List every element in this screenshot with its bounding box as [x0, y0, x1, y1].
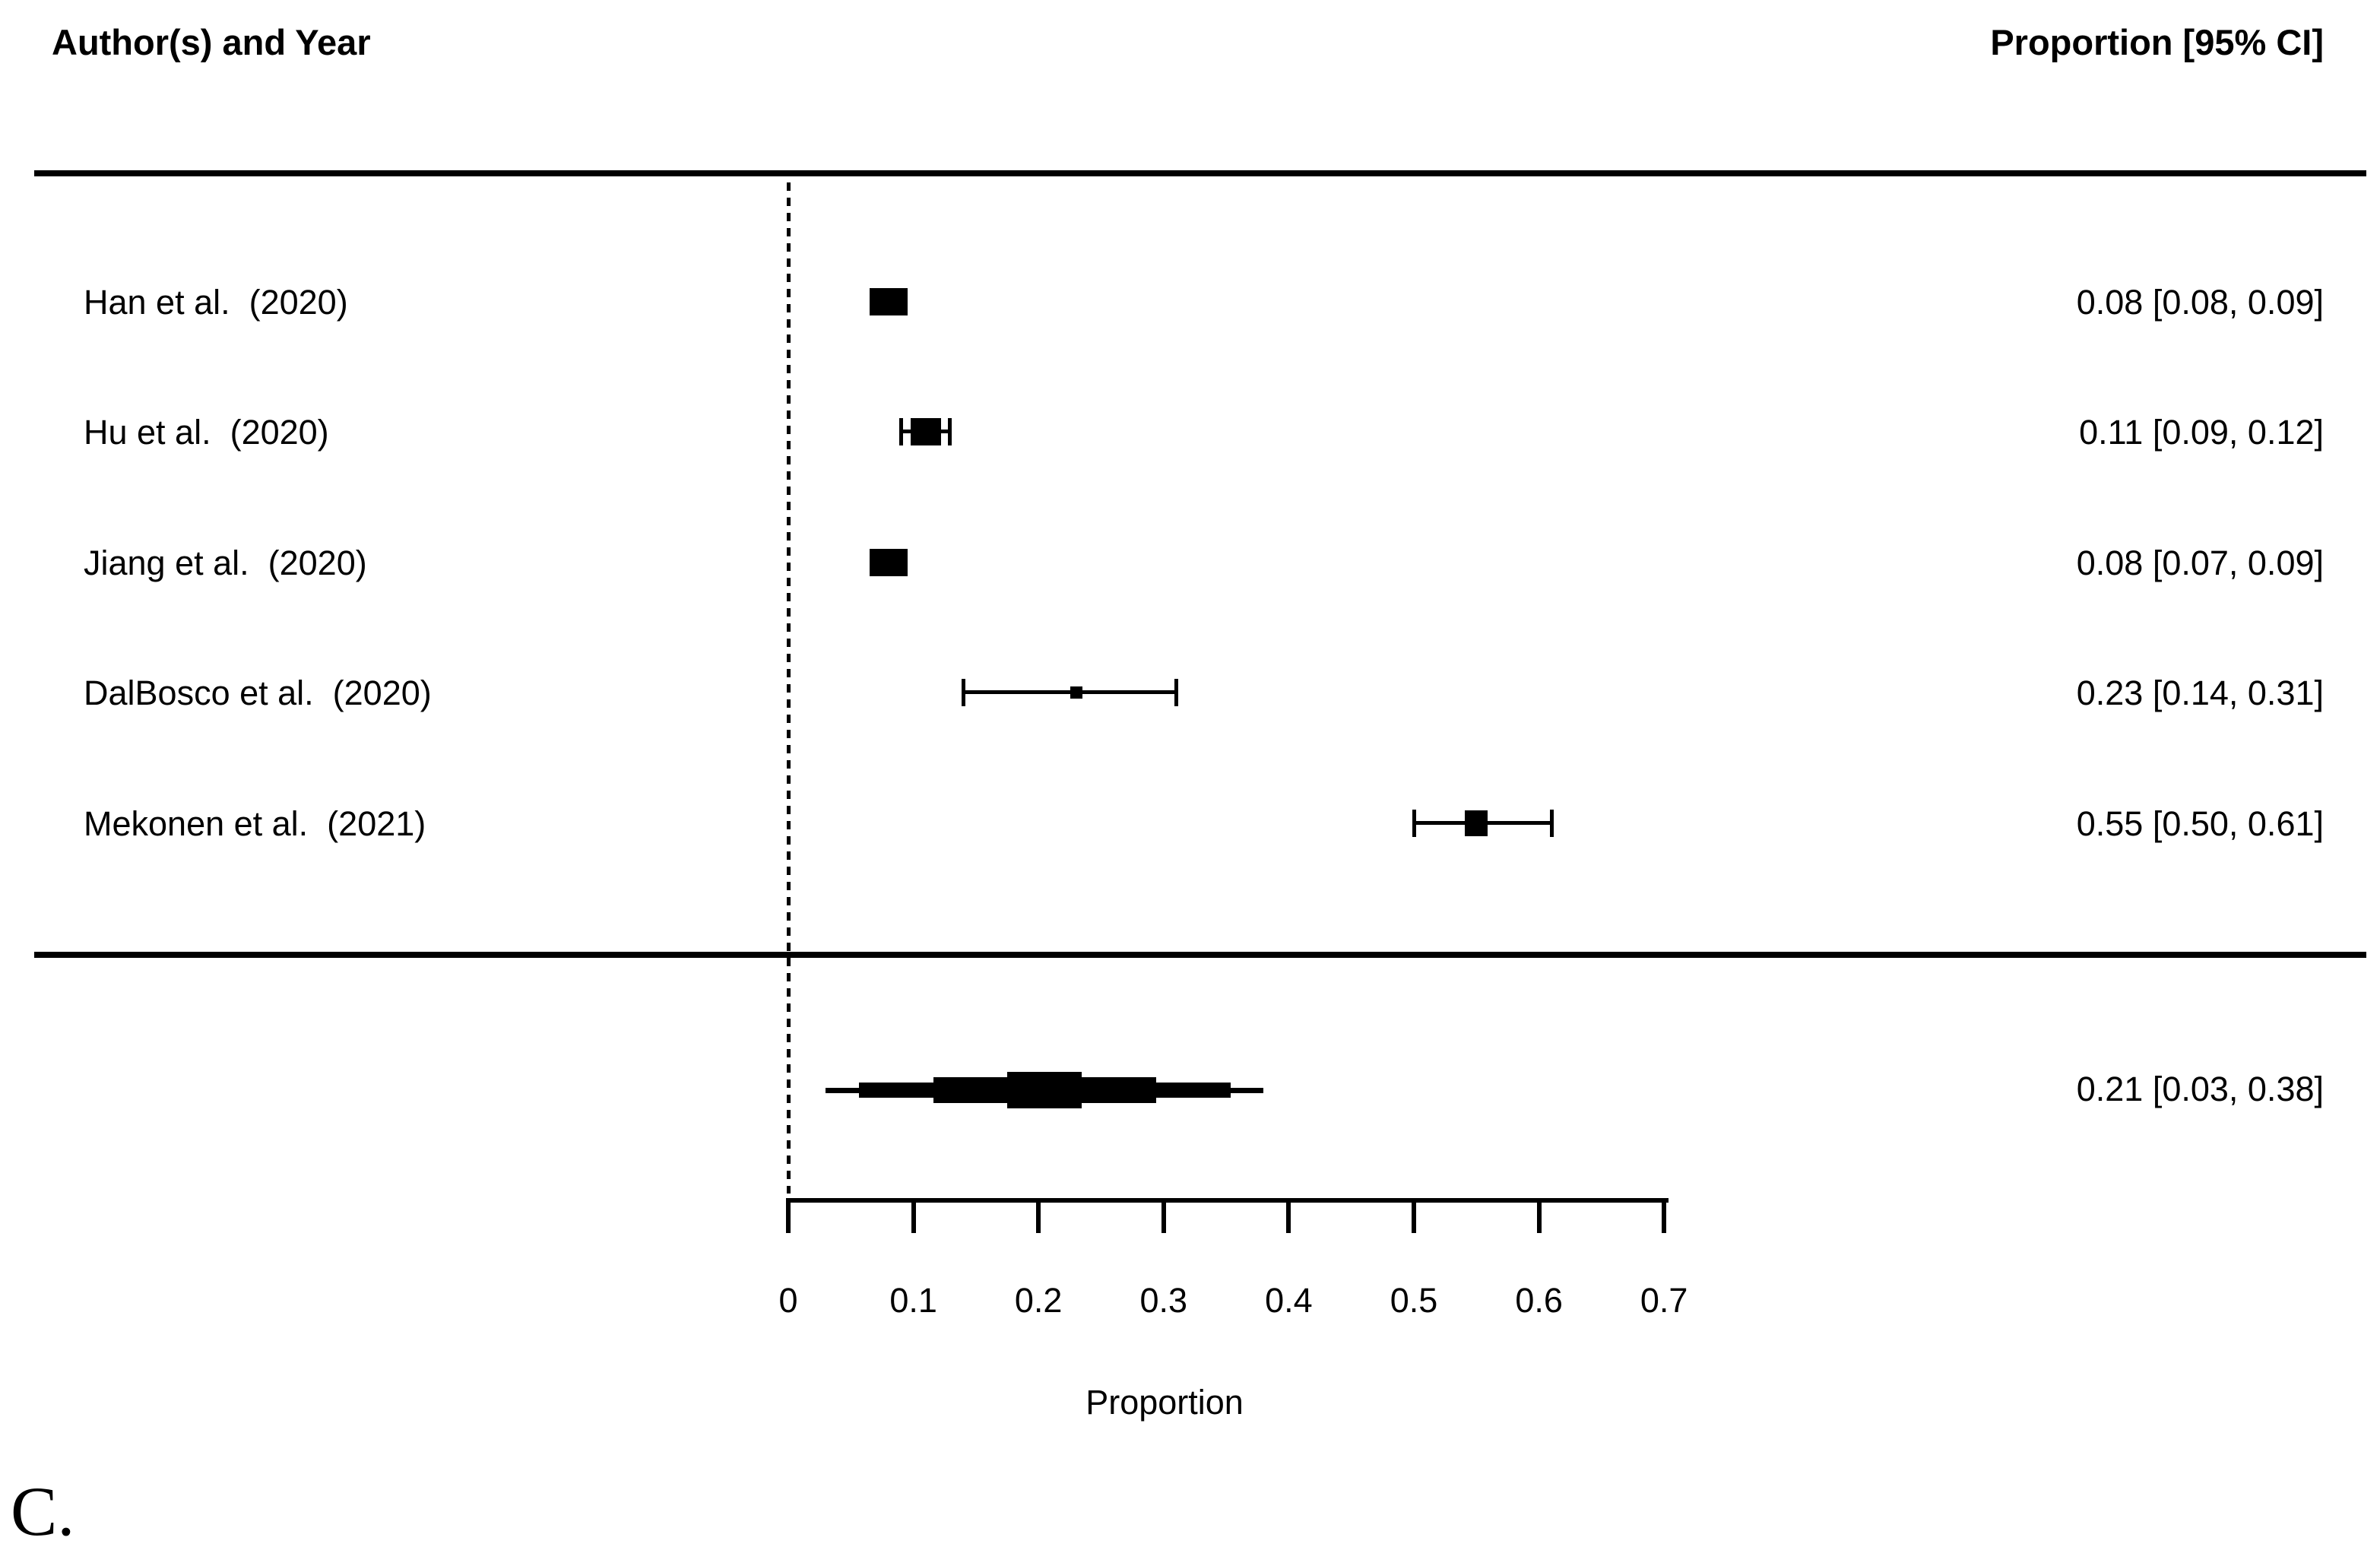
- study-row-label: Mekonen et al. (2021): [84, 804, 426, 843]
- column-header-proportion-ci: Proportion [95% CI]: [1990, 22, 2324, 62]
- summary-rule: [34, 952, 2366, 958]
- study-marker: [869, 549, 908, 576]
- column-header-authors: Author(s) and Year: [52, 22, 371, 62]
- x-axis-tick: [1412, 1198, 1416, 1233]
- study-marker: [1465, 810, 1488, 836]
- ci-whisker: [963, 690, 1177, 694]
- x-axis-tick: [1536, 1198, 1542, 1233]
- study-ci-value: 0.08 [0.08, 0.09]: [2076, 283, 2324, 322]
- study-row-label: Han et al. (2020): [84, 283, 348, 322]
- x-axis-tick: [1161, 1198, 1166, 1233]
- x-axis-tick-label: 0.3: [1139, 1281, 1188, 1320]
- x-axis-tick-label: 0.1: [889, 1281, 937, 1320]
- x-axis-tick-label: 0.4: [1265, 1281, 1313, 1320]
- whisker-cap-left: [899, 418, 904, 445]
- whisker-cap-left: [1412, 810, 1416, 837]
- x-axis-tick-label: 0.2: [1014, 1281, 1063, 1320]
- whisker-cap-right: [1174, 679, 1179, 706]
- study-ci-value: 0.11 [0.09, 0.12]: [2079, 413, 2324, 452]
- study-ci-value: 0.55 [0.50, 0.61]: [2076, 804, 2324, 843]
- x-axis-tick-label: 0: [778, 1281, 798, 1320]
- study-marker: [869, 288, 908, 315]
- study-ci-value: 0.23 [0.14, 0.31]: [2076, 674, 2324, 712]
- x-axis-tick-label: 0.6: [1515, 1281, 1563, 1320]
- whisker-cap-right: [947, 418, 952, 445]
- summary-diamond-step: [1007, 1072, 1082, 1108]
- study-ci-value: 0.08 [0.07, 0.09]: [2076, 544, 2324, 582]
- x-axis-tick-label: 0.5: [1390, 1281, 1438, 1320]
- whisker-cap-right: [1550, 810, 1554, 837]
- study-row-label: DalBosco et al. (2020): [84, 674, 432, 712]
- x-axis-line: [788, 1198, 1669, 1203]
- panel-label: C.: [11, 1473, 75, 1547]
- x-axis-tick: [911, 1198, 916, 1233]
- whisker-cap-left: [962, 679, 966, 706]
- study-marker: [911, 418, 942, 445]
- x-axis-tick: [1036, 1198, 1041, 1233]
- summary-ci-value: 0.21 [0.03, 0.38]: [2076, 1070, 2324, 1108]
- x-axis-tick-label: 0.7: [1640, 1281, 1688, 1320]
- x-axis-tick: [1286, 1198, 1291, 1233]
- x-axis-tick: [786, 1198, 791, 1233]
- study-row-label: Hu et al. (2020): [84, 413, 329, 452]
- zero-reference-line: [787, 182, 791, 1194]
- study-row-label: Jiang et al. (2020): [84, 544, 367, 582]
- x-axis-title: Proportion: [1085, 1383, 1244, 1422]
- x-axis-tick: [1662, 1198, 1667, 1233]
- study-marker: [1070, 686, 1082, 699]
- header-rule: [34, 170, 2366, 176]
